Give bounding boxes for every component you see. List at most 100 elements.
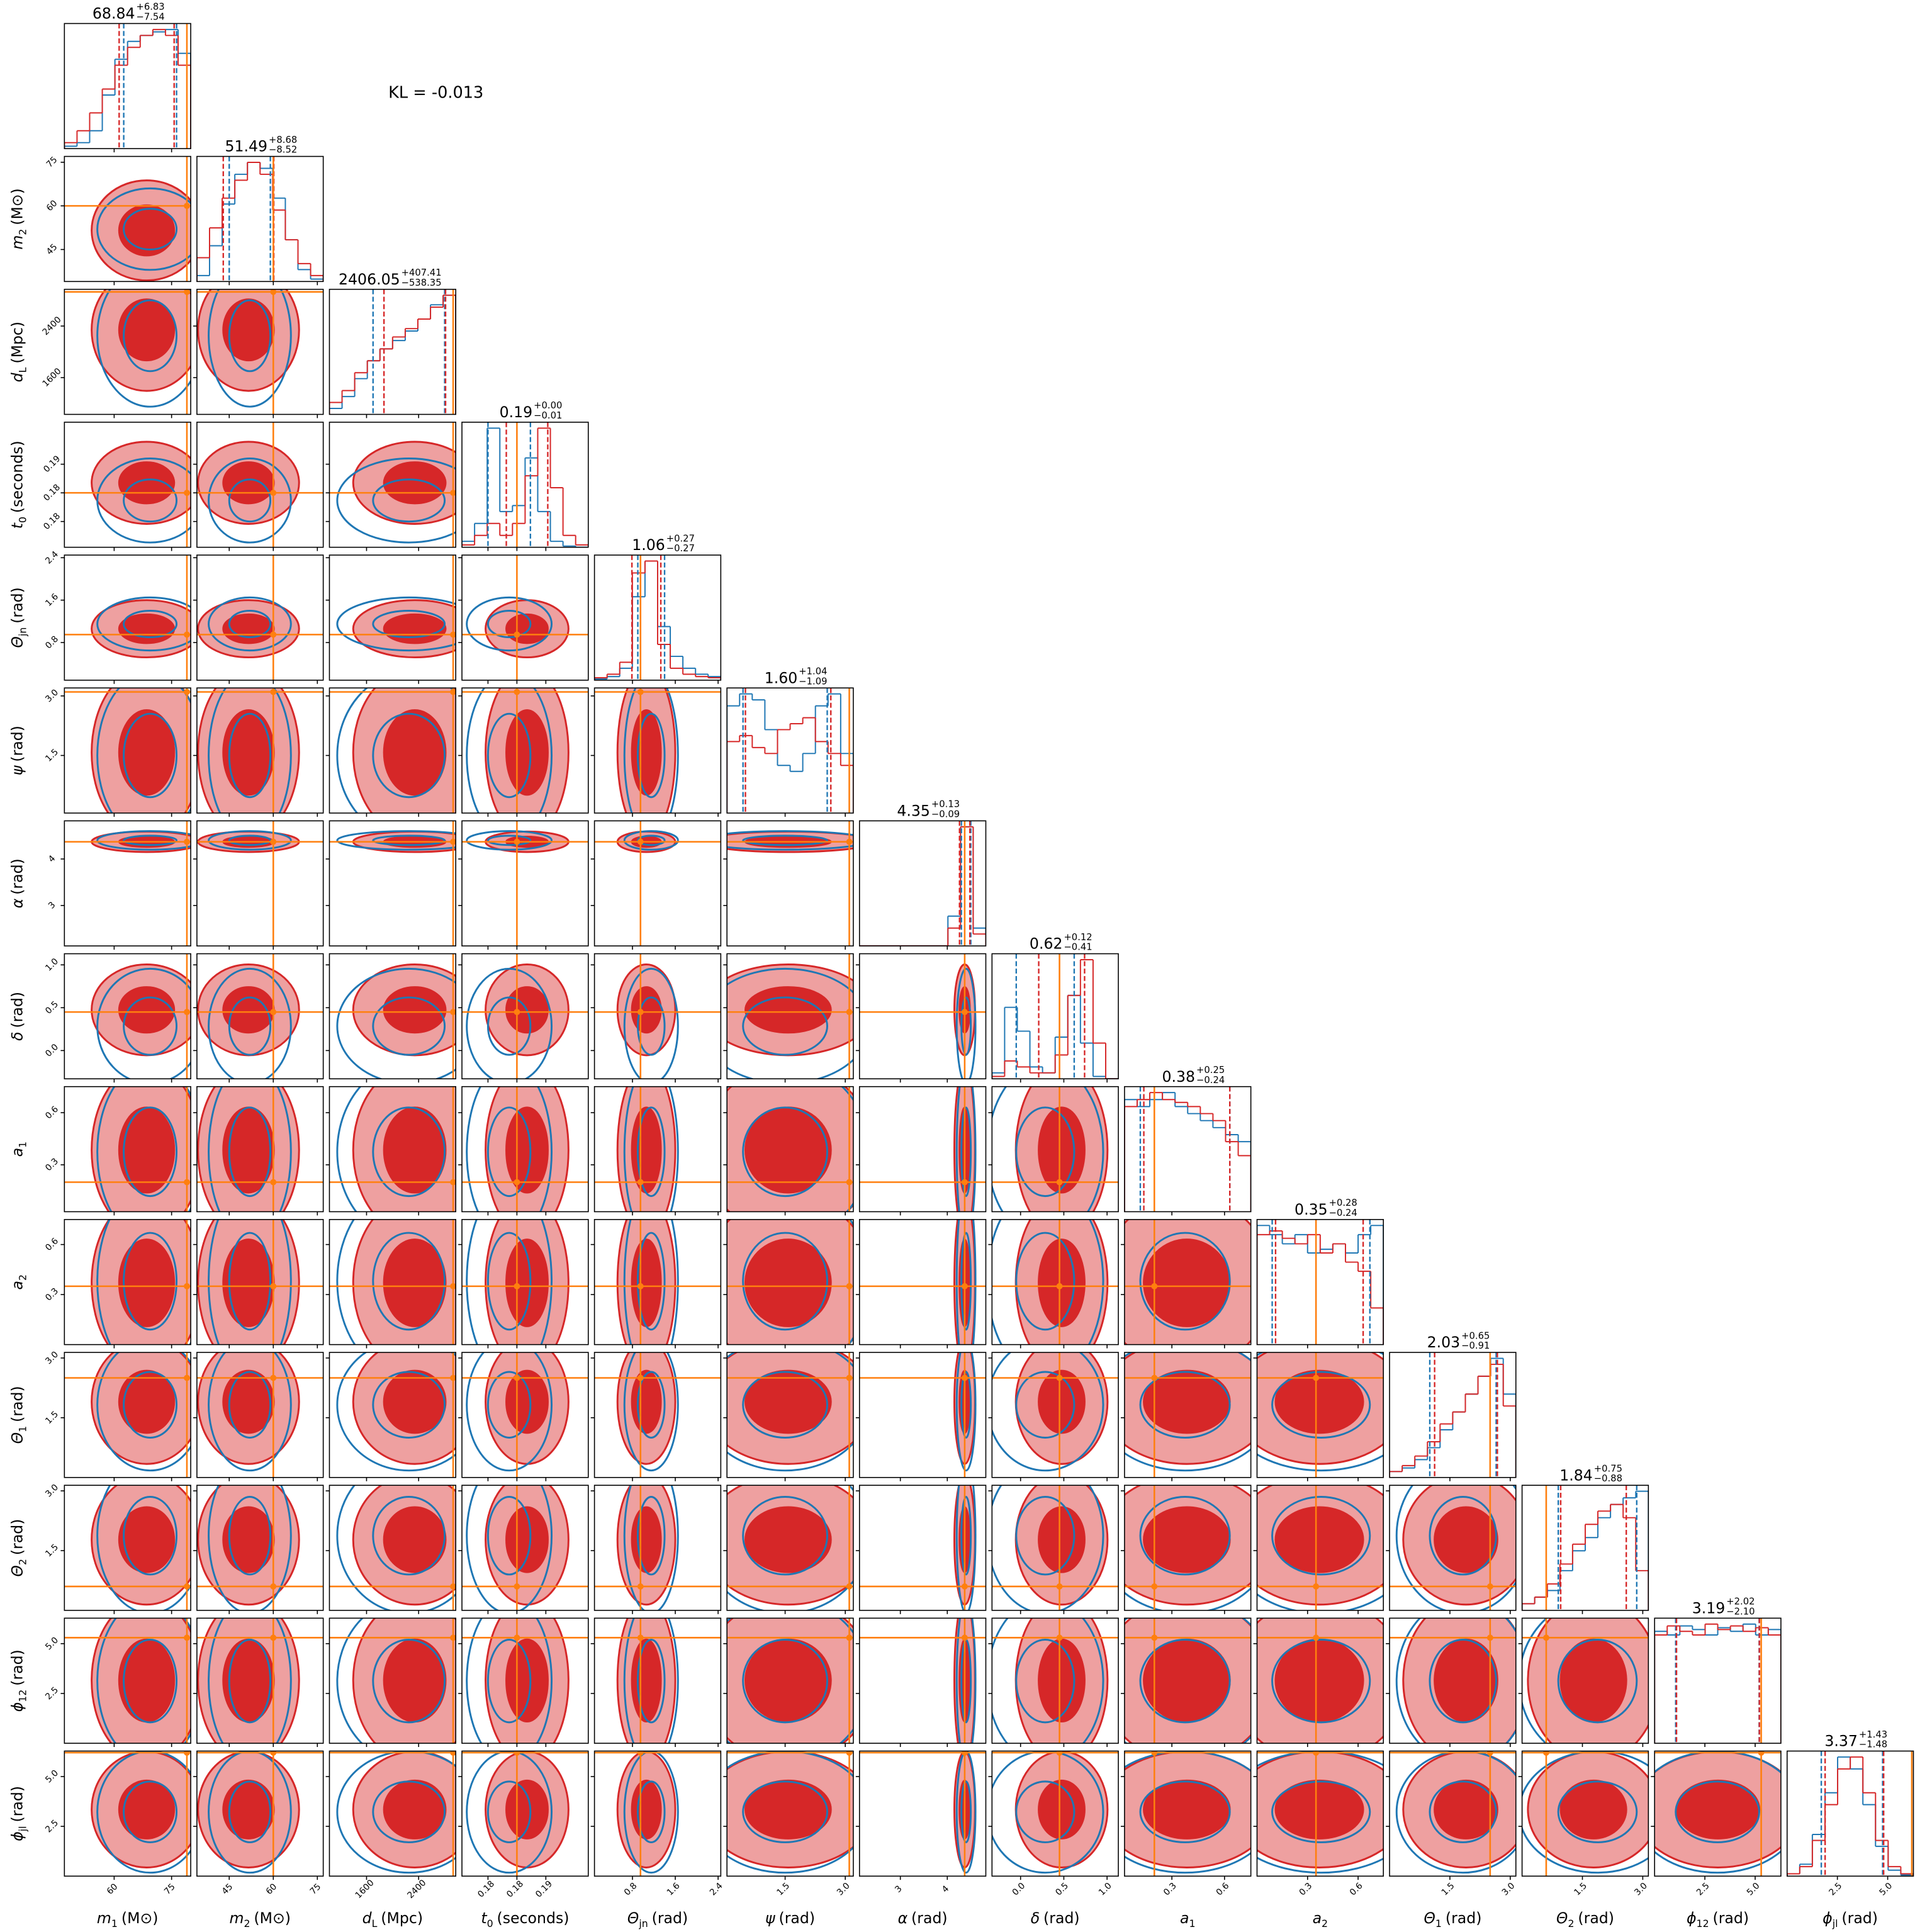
- title-lower: −1.48: [1859, 1739, 1887, 1750]
- panel-content: [992, 1086, 1119, 1212]
- red-contour-inner: [383, 1638, 447, 1723]
- blue-contour-outer: [992, 1086, 1104, 1212]
- blue-contour-inner: [372, 834, 446, 846]
- x-tick-label: 0.8: [622, 1881, 639, 1898]
- title-lower: −0.09: [931, 809, 960, 819]
- panel-content: [1654, 1751, 1781, 1877]
- red-contour-inner: [1038, 1238, 1086, 1327]
- label-subscript: 1: [16, 1426, 28, 1432]
- y-tick-label: 3.0: [43, 1349, 60, 1366]
- panel-content: [329, 1086, 456, 1212]
- panel-frame: [329, 1617, 456, 1744]
- panel-frame: [858, 820, 987, 946]
- pair-panel: [325, 1750, 456, 1880]
- pair-panel: [590, 820, 722, 950]
- pair-panel: [1386, 1485, 1517, 1614]
- panel-content: [992, 1219, 1119, 1345]
- x-tick-label: 2.4: [708, 1881, 725, 1898]
- x-tick-label: 0.6: [1348, 1881, 1365, 1898]
- title-lower: −0.01: [534, 410, 562, 421]
- panel-title: 68.84: [93, 5, 135, 23]
- x-tick-label: 2400: [405, 1878, 428, 1901]
- truth-point: [961, 1583, 968, 1590]
- pair-panel: [1518, 1750, 1649, 1880]
- blue-contour-outer: [466, 1086, 553, 1212]
- truth-point: [450, 1634, 456, 1641]
- pair-panel: [723, 1750, 854, 1880]
- title-lower: −0.27: [666, 543, 695, 554]
- pair-panel: [1120, 1617, 1252, 1747]
- blue-contour-inner: [123, 1639, 178, 1724]
- title-upper: +8.68: [269, 135, 297, 145]
- y-tick-label: 0.0: [43, 1042, 60, 1059]
- title-upper: +0.12: [1064, 932, 1092, 943]
- pair-panel: [988, 1086, 1119, 1216]
- x-tick-label: 1.5: [775, 1881, 792, 1898]
- blue-contour-inner: [742, 1780, 828, 1843]
- red-contour-inner: [744, 1506, 832, 1573]
- panel-frame: [196, 1352, 324, 1478]
- blue-contour-inner: [228, 299, 272, 373]
- title-lower: −2.10: [1726, 1606, 1755, 1617]
- truth-point: [961, 1751, 968, 1756]
- blue-contour-outer: [623, 830, 679, 851]
- x-tick-label: 3.0: [1500, 1881, 1517, 1898]
- x-axis-label: δ (rad): [1031, 1909, 1080, 1927]
- panel-frame: [858, 1485, 987, 1611]
- red-contour-inner: [631, 1506, 662, 1573]
- label-unit: (seconds): [497, 1909, 570, 1927]
- panel-frame: [1124, 1485, 1252, 1611]
- panel-content: [727, 821, 853, 946]
- diagonal-panel: 0.38 +0.25−0.24: [1124, 1065, 1252, 1216]
- truth-point: [184, 289, 190, 295]
- pair-panel: [193, 554, 324, 684]
- panel-content: [329, 289, 456, 415]
- blue-contour-inner: [1015, 1496, 1076, 1576]
- panel-content: [329, 688, 456, 813]
- red-contour-inner: [1559, 1779, 1627, 1839]
- blue-contour-inner: [372, 1106, 446, 1198]
- pair-panel: [855, 1617, 987, 1747]
- panel-frame: [196, 820, 324, 946]
- x-axis-label: a1: [1180, 1909, 1195, 1929]
- blue-contour-inner: [1557, 1639, 1638, 1724]
- pair-panel: [325, 1086, 456, 1216]
- pair-panel: [60, 288, 191, 418]
- pair-panel: [458, 1086, 589, 1216]
- blue-contour-inner: [960, 1106, 972, 1198]
- blue-contour-inner: [228, 1496, 272, 1576]
- blue-contour-inner: [1557, 1780, 1638, 1843]
- red-contour-inner: [631, 1238, 662, 1327]
- panel-content: [462, 1086, 588, 1212]
- panel-frame: [196, 1617, 324, 1744]
- y-tick-label: 1.0: [43, 957, 60, 974]
- blue-contour-outer: [336, 596, 456, 652]
- pair-panel: [60, 1219, 191, 1349]
- blue-contour-inner: [960, 1496, 972, 1576]
- label-subscript: 0: [487, 1918, 493, 1929]
- blue-contour-outer: [208, 458, 292, 544]
- blue-contour-inner: [372, 609, 446, 639]
- x-tick-label: 0.6: [1215, 1881, 1232, 1898]
- pair-panel: [1253, 1485, 1384, 1614]
- panel-frame: [991, 1485, 1119, 1611]
- pair-panel: [60, 1352, 191, 1481]
- red-contour-inner: [1274, 1369, 1364, 1434]
- title-upper: +0.75: [1594, 1464, 1622, 1474]
- pair-panel: [458, 820, 589, 950]
- label-subscript: jn: [16, 627, 28, 637]
- y-tick-label: 2.4: [43, 549, 60, 566]
- pair-panel: [193, 820, 324, 950]
- truth-point: [1151, 1751, 1158, 1756]
- x-tick-label: 5.0: [1745, 1881, 1762, 1898]
- y-tick-label: 0.3: [43, 1286, 60, 1303]
- blue-contour-outer: [623, 967, 679, 1079]
- label-subscript: 2: [244, 1918, 250, 1929]
- blue-contour-outer: [208, 1352, 292, 1472]
- y-tick-label: 75: [45, 155, 60, 170]
- truth-point: [270, 1009, 277, 1016]
- pair-panel: [60, 1750, 191, 1880]
- blue-contour-outer: [1257, 1352, 1384, 1472]
- y-axis-label: Θ2 (rad): [8, 1519, 28, 1576]
- y-axis-label: a1: [8, 1142, 28, 1157]
